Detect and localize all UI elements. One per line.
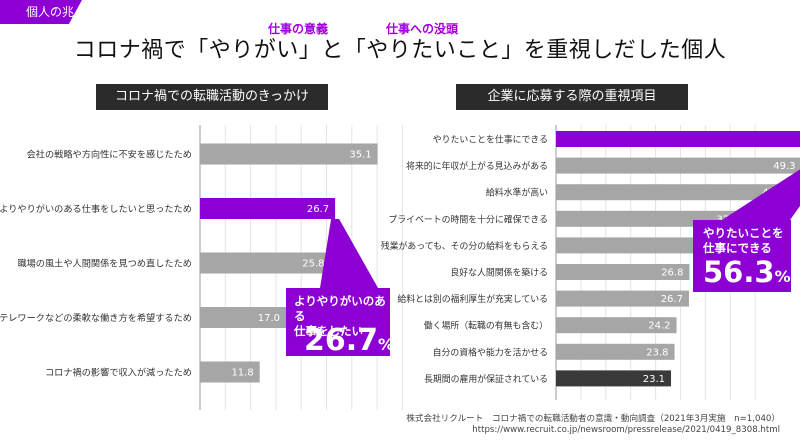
right-category-label-3: プライベートの時間を十分に確保できる bbox=[388, 213, 548, 225]
left-bar-2 bbox=[200, 252, 331, 274]
annotation-right: 仕事への没頭 bbox=[386, 22, 459, 36]
left-chart-title: コロナ禍での転職活動のきっかけ bbox=[96, 84, 328, 110]
right-bar-7 bbox=[556, 317, 677, 334]
left-callout-value: 26.7 bbox=[304, 323, 379, 358]
right-bar-9 bbox=[556, 370, 672, 387]
left-category-label-1: よりやりがいのある仕事をしたいと思ったため bbox=[0, 203, 192, 215]
left-bar-3 bbox=[200, 307, 287, 328]
page-title: コロナ禍で「やりがい」と「やりたいこと」を重視しだした個人 bbox=[73, 38, 727, 63]
left-category-label-3: テレワークなどの柔軟な働き方を希望するため bbox=[0, 312, 192, 324]
left-bar-0 bbox=[200, 143, 378, 165]
right-category-label-1: 将来的に年収が上がる見込みがある bbox=[406, 160, 548, 172]
right-value-label-6: 26.7 bbox=[661, 294, 683, 305]
left-value-label-1: 26.7 bbox=[307, 204, 329, 215]
right-value-label-9: 23.1 bbox=[643, 374, 665, 385]
left-callout-connector bbox=[320, 219, 378, 288]
right-callout-line2: 仕事にできる bbox=[703, 241, 772, 255]
left-category-label-4: コロナ禍の影響で収入が減ったため bbox=[45, 367, 192, 379]
section-tag: 個人の兆し bbox=[0, 0, 82, 24]
annotation-left: 仕事の意義 bbox=[268, 22, 329, 36]
left-value-label-0: 35.1 bbox=[349, 150, 371, 161]
right-callout-unit: % bbox=[774, 267, 791, 286]
right-callout-value: 56.3 bbox=[703, 255, 775, 289]
left-value-label-4: 11.8 bbox=[231, 368, 253, 379]
right-value-label-5: 26.8 bbox=[661, 268, 683, 279]
right-value-label-8: 23.8 bbox=[646, 347, 668, 358]
right-bar-2 bbox=[556, 184, 791, 201]
left-callout-line1: よりやりがいのある bbox=[294, 294, 386, 323]
left-bar-4 bbox=[200, 361, 260, 383]
right-category-label-5: 良好な人間関係を築ける bbox=[450, 267, 548, 279]
right-bar-6 bbox=[556, 290, 689, 307]
left-value-label-2: 25.8 bbox=[302, 259, 324, 270]
right-category-label-8: 自分の資格や能力を活かせる bbox=[433, 346, 548, 358]
right-category-label-9: 長期間の雇用が保証されている bbox=[424, 373, 548, 385]
right-bar-8 bbox=[556, 343, 675, 360]
right-callout: やりたいことを 仕事にできる 56.3% bbox=[693, 220, 791, 292]
right-chart-title: 企業に応募する際の重視項目 bbox=[456, 84, 688, 110]
left-category-label-2: 職場の風土や人間関係を見つめ直したため bbox=[17, 258, 192, 270]
right-bar-1 bbox=[556, 157, 800, 174]
right-callout-line1: やりたいことを bbox=[703, 226, 784, 240]
left-bar-1 bbox=[200, 198, 336, 219]
right-bar-4 bbox=[556, 237, 736, 254]
right-bar-0 bbox=[556, 131, 800, 147]
right-category-label-2: 給料水準が高い bbox=[486, 187, 548, 199]
left-value-label-3: 17.0 bbox=[258, 313, 280, 324]
right-callout-connector bbox=[722, 169, 800, 220]
source-line2: https://www.recruit.co.jp/newsroom/press… bbox=[472, 425, 780, 435]
left-callout-line2: 仕事をしたい bbox=[294, 324, 363, 338]
right-category-label-4: 残業があっても、その分の給料をもらえる bbox=[381, 240, 548, 252]
right-bar-5 bbox=[556, 264, 690, 280]
left-callout-unit: % bbox=[378, 335, 395, 354]
source-line1: 株式会社リクルート コロナ禍での転職活動者の意識・動向調査（2021年3月実施 … bbox=[406, 414, 780, 424]
left-category-label-0: 会社の戦略や方向性に不安を感じたため bbox=[27, 149, 192, 161]
right-category-label-0: やりたいことを仕事にできる bbox=[433, 134, 548, 146]
right-category-label-7: 働く場所（転職の有無も含む） bbox=[424, 320, 548, 332]
right-value-label-1: 49.3 bbox=[773, 161, 795, 172]
right-value-label-7: 24.2 bbox=[648, 321, 670, 332]
right-category-label-6: 給料とは別の福利厚生が充実している bbox=[397, 293, 548, 305]
left-callout: よりやりがいのある 仕事をしたい 26.7% bbox=[286, 288, 394, 358]
